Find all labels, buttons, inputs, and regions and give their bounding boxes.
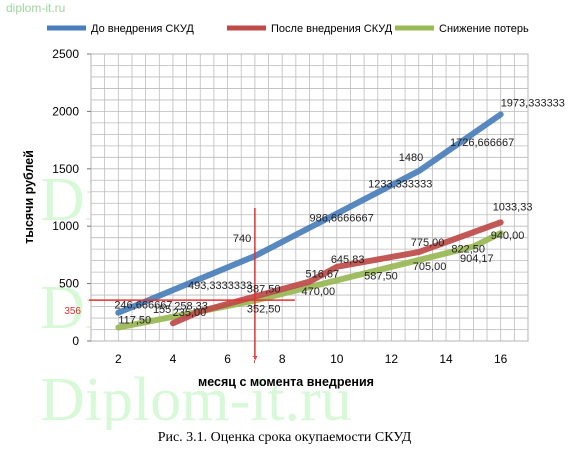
data-label: 470,00 <box>302 286 336 298</box>
series-line <box>115 111 504 316</box>
data-label: 516,67 <box>306 269 340 281</box>
y-tick-label: 1000 <box>52 219 79 233</box>
x-tick-label: 4 <box>170 352 177 366</box>
data-label: 740 <box>233 233 251 245</box>
data-label: 258,33 <box>174 300 208 312</box>
y-tick-label: 1500 <box>52 162 79 176</box>
data-label: 1726,666667 <box>450 137 514 149</box>
data-label: 775,00 <box>411 237 445 249</box>
data-label: 940,00 <box>491 230 525 242</box>
data-label: 822,50 <box>451 244 485 256</box>
data-label: 1973,333333 <box>501 97 565 109</box>
data-label: 1033,33 <box>493 201 533 213</box>
figure-caption: Рис. 3.1. Оценка срока окупаемости СКУД <box>157 430 412 445</box>
data-label: 117,50 <box>118 315 151 327</box>
y-tick-label: 2000 <box>52 104 79 118</box>
y-tick-label: 2500 <box>52 47 79 61</box>
data-label: 387,50 <box>247 284 281 296</box>
data-label: 155 <box>153 304 171 316</box>
plot-area: 0 500 1000 1500 2000 2500 2 4 6 8 10 12 14 16 7 356 246,… <box>52 47 565 366</box>
legend-label: После внедрения СКУД <box>271 23 393 35</box>
data-label: 246,666667 <box>114 300 172 312</box>
y-axis-title: тысячи рублей <box>22 150 36 244</box>
x-tick-label: 6 <box>224 352 231 366</box>
payback-chart: diplom-it.ru Diplom-it.ru Diplom-it.ru D… <box>6 1 565 430</box>
y-tick-label: 500 <box>59 277 79 291</box>
legend-label: Снижение потерь <box>439 23 529 35</box>
watermark-small: diplom-it.ru <box>6 1 65 15</box>
data-label: 1233,333333 <box>368 178 432 190</box>
series-line <box>169 219 504 327</box>
x-tick-label: 12 <box>385 352 399 366</box>
x-tick-label: 14 <box>439 352 453 366</box>
legend: До внедрения СКУД После внедрения СКУД С… <box>47 23 529 35</box>
breakeven-y-label: 356 <box>64 306 81 317</box>
data-label: 645,83 <box>331 254 365 266</box>
data-label: 1480 <box>399 152 423 164</box>
legend-label: До внедрения СКУД <box>91 23 194 35</box>
breakeven-x-label: 7 <box>252 355 258 366</box>
data-label: 904,17 <box>460 253 494 265</box>
data-label: 587,50 <box>364 271 398 283</box>
data-label: 493,3333333 <box>188 280 252 292</box>
watermark-text: Diplom-it.ru <box>40 366 352 430</box>
data-label: 352,50 <box>247 304 281 316</box>
x-tick-label: 8 <box>279 352 286 366</box>
x-tick-label: 16 <box>494 352 508 366</box>
data-label: 235,00 <box>173 307 207 319</box>
data-label: 986,6666667 <box>310 213 374 225</box>
data-label: 705,00 <box>413 261 447 273</box>
x-tick-label: 2 <box>115 352 122 366</box>
y-tick-label: 0 <box>72 334 79 348</box>
x-axis-title: месяц с момента внедрения <box>198 375 374 389</box>
x-tick-label: 10 <box>330 352 344 366</box>
